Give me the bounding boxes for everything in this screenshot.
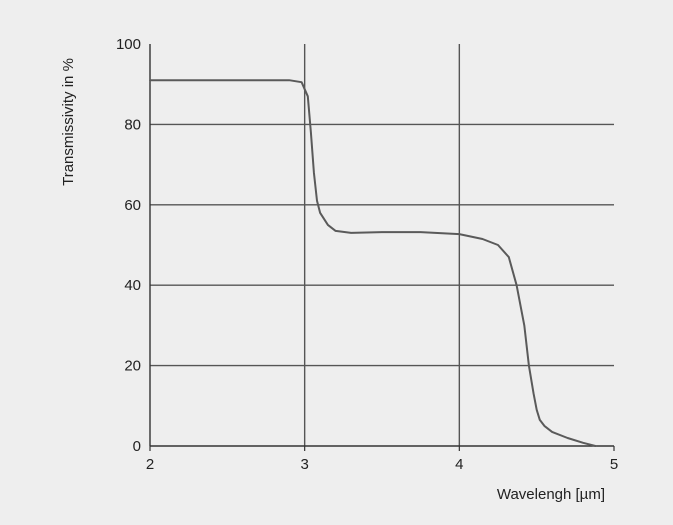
y-tick-label-80: 80 [124, 116, 141, 133]
y-tick-label-40: 40 [124, 277, 141, 294]
x-axis-title: Wavelengh [µm] [497, 486, 605, 503]
y-tick-label-100: 100 [116, 36, 141, 53]
axes [149, 44, 615, 451]
y-tick-label-20: 20 [124, 358, 141, 375]
y-axis-title: Transmissivity in % [60, 58, 77, 186]
series-group [149, 79, 597, 447]
x-tick-label-5: 5 [610, 456, 618, 473]
grid-lines [150, 44, 614, 446]
series-line-0 [149, 79, 597, 447]
x-tick-label-4: 4 [455, 456, 463, 473]
tick-labels: 0 20 40 60 80 100 2 3 4 5 [116, 36, 618, 473]
y-tick-label-0: 0 [133, 438, 141, 455]
x-tick-label-2: 2 [146, 456, 154, 473]
y-tick-label-60: 60 [124, 197, 141, 214]
x-tick-label-3: 3 [300, 456, 308, 473]
